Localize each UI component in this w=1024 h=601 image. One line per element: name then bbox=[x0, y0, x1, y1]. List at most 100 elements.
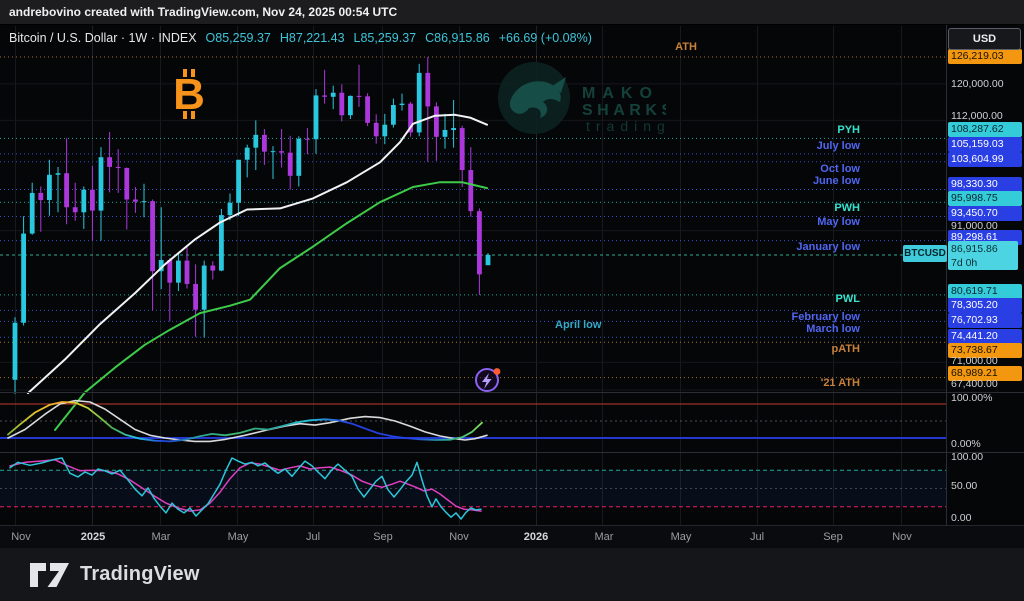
candle-body[interactable] bbox=[98, 157, 104, 211]
candle-body[interactable] bbox=[90, 189, 95, 211]
candle-body[interactable] bbox=[227, 202, 233, 216]
time-axis-label: Nov bbox=[892, 531, 912, 543]
candle-body[interactable] bbox=[348, 95, 353, 116]
bitcoin-logo-icon: B bbox=[166, 68, 212, 125]
alert-dot bbox=[493, 368, 501, 375]
candle-body[interactable] bbox=[184, 260, 190, 284]
watermark-line3: trading bbox=[586, 118, 666, 134]
candle-body[interactable] bbox=[330, 92, 336, 97]
candle-body[interactable] bbox=[64, 173, 69, 208]
candle-body[interactable] bbox=[305, 138, 310, 140]
candle-body[interactable] bbox=[107, 157, 112, 167]
oscillator-colored-series bbox=[7, 401, 483, 443]
time-axis-label: May bbox=[227, 531, 249, 543]
candle-body[interactable] bbox=[365, 96, 370, 123]
candle-body[interactable] bbox=[408, 103, 413, 133]
candle-body[interactable] bbox=[72, 207, 78, 213]
candle-body[interactable] bbox=[339, 92, 345, 116]
time-axis-label: May bbox=[670, 531, 692, 543]
candle-body[interactable] bbox=[296, 138, 302, 176]
candle-body[interactable] bbox=[219, 215, 224, 271]
candle-body[interactable] bbox=[459, 128, 465, 171]
currency-toggle-button[interactable]: USD bbox=[948, 28, 1021, 50]
candle-body[interactable] bbox=[158, 259, 164, 272]
current-price-badge: 86,915.86 7d 0h bbox=[948, 241, 1018, 270]
lightning-alert-icon[interactable] bbox=[473, 365, 503, 400]
candle-body[interactable] bbox=[124, 167, 130, 200]
candle-body[interactable] bbox=[382, 124, 388, 137]
time-axis[interactable]: Nov 2025 Mar May Jul Sep Nov 2026 Mar May Jul Sep No… bbox=[0, 525, 1024, 549]
candle-body[interactable] bbox=[279, 151, 284, 153]
candle-body[interactable] bbox=[451, 128, 456, 130]
candle-body[interactable] bbox=[201, 265, 207, 310]
candle-body[interactable] bbox=[55, 173, 61, 175]
candle-body[interactable] bbox=[477, 211, 482, 275]
candle-body[interactable] bbox=[236, 159, 241, 203]
candle-body[interactable] bbox=[115, 166, 121, 168]
symbol-title[interactable]: Bitcoin / U.S. Dollar · 1W · INDEX bbox=[9, 31, 197, 45]
price-scale-label: 80,619.71 bbox=[948, 284, 1022, 299]
ma-green-line bbox=[54, 181, 488, 431]
time-axis-label: 2025 bbox=[80, 531, 106, 543]
candle-body[interactable] bbox=[262, 134, 267, 152]
candle-body[interactable] bbox=[12, 322, 18, 380]
time-axis-label: Mar bbox=[594, 531, 614, 543]
attribution-text: andrebovino created with TradingView.com… bbox=[9, 5, 398, 19]
stoch-band bbox=[0, 470, 946, 507]
candle-body[interactable] bbox=[442, 129, 448, 137]
candle-body[interactable] bbox=[434, 106, 439, 137]
time-axis-label: Jul bbox=[305, 531, 321, 543]
bar-countdown: 7d 0h bbox=[951, 257, 978, 269]
stoch-d-series bbox=[9, 459, 482, 512]
oscillator-white-series bbox=[7, 399, 488, 443]
candle-body[interactable] bbox=[38, 192, 44, 201]
candle-body[interactable] bbox=[356, 95, 362, 97]
price-scale-label: 95,998.75 bbox=[948, 191, 1022, 206]
candle-body[interactable] bbox=[193, 283, 198, 310]
symbol-info-row[interactable]: Bitcoin / U.S. Dollar · 1W · INDEX O85,2… bbox=[9, 31, 592, 45]
price-scale[interactable]: 126,219.03 120,000.00 112,000.00 108,287.62… bbox=[946, 0, 1024, 549]
tradingview-brand-text[interactable]: TradingView bbox=[80, 563, 200, 585]
tradingview-logo-icon[interactable] bbox=[29, 562, 71, 588]
candle-body[interactable] bbox=[391, 105, 396, 125]
price-scale-label: 91,000.00 bbox=[951, 220, 998, 232]
shark-icon bbox=[510, 81, 561, 118]
price-scale-label: 68,989.21 bbox=[948, 366, 1022, 381]
candle-body[interactable] bbox=[29, 192, 35, 234]
candle-body[interactable] bbox=[150, 201, 155, 272]
candle-body[interactable] bbox=[322, 95, 327, 97]
candle-body[interactable] bbox=[244, 147, 250, 160]
symbol-price-line-badge: BTCUSD bbox=[903, 245, 947, 262]
time-axis-label: Mar bbox=[151, 531, 171, 543]
price-scale-label: 100.00% bbox=[951, 392, 993, 404]
candle-body[interactable] bbox=[313, 95, 319, 140]
candle-body[interactable] bbox=[176, 260, 181, 283]
watermark-line2: SHARKS bbox=[582, 102, 666, 119]
candle-body[interactable] bbox=[287, 152, 293, 176]
candle-body[interactable] bbox=[416, 72, 422, 133]
time-axis-label: Sep bbox=[373, 531, 393, 543]
candle-body[interactable] bbox=[425, 72, 431, 107]
candle-body[interactable] bbox=[373, 122, 379, 137]
candle-body[interactable] bbox=[141, 201, 147, 203]
candle-body[interactable] bbox=[81, 189, 87, 213]
candle-body[interactable] bbox=[399, 103, 405, 106]
time-axis-label: Jul bbox=[749, 531, 765, 543]
candle-body[interactable] bbox=[485, 254, 491, 266]
price-scale-label: 108,287.62 bbox=[948, 122, 1022, 137]
candle-body[interactable] bbox=[270, 151, 276, 153]
candle-body[interactable] bbox=[21, 233, 26, 323]
watermark-logo: MAKO SHARKS trading bbox=[494, 56, 672, 145]
footer-bar: TradingView bbox=[0, 548, 1024, 601]
price-scale-label: 67,400.00 bbox=[951, 378, 998, 390]
candle-body[interactable] bbox=[253, 134, 259, 148]
candle-body[interactable] bbox=[210, 265, 216, 271]
candle-body[interactable] bbox=[47, 174, 52, 201]
candle-body[interactable] bbox=[167, 259, 173, 283]
candle-body[interactable] bbox=[133, 199, 138, 202]
candle-body[interactable] bbox=[468, 170, 474, 212]
ohlc-close: C86,915.86 bbox=[425, 31, 490, 45]
price-scale-label: 50.00 bbox=[951, 480, 978, 492]
